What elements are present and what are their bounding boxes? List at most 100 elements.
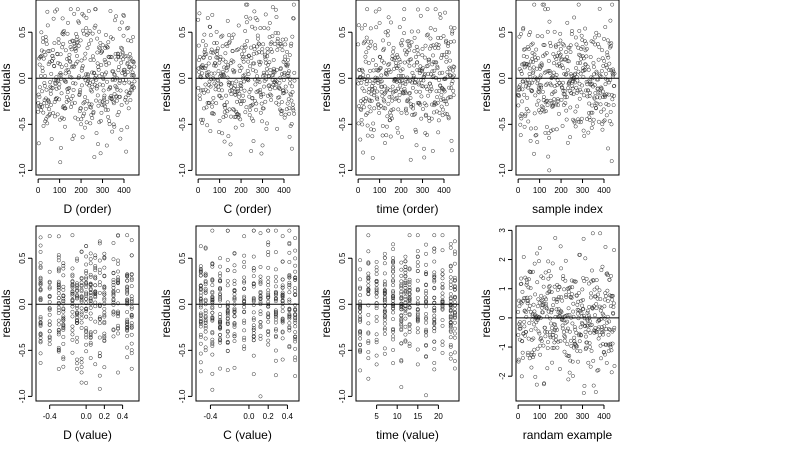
data-point bbox=[568, 358, 573, 363]
data-point bbox=[580, 38, 585, 43]
data-point bbox=[287, 321, 292, 326]
data-point bbox=[93, 329, 98, 334]
data-point bbox=[88, 272, 93, 277]
data-point bbox=[79, 117, 84, 122]
data-point bbox=[427, 57, 432, 62]
data-point bbox=[382, 308, 387, 312]
data-point bbox=[519, 112, 524, 116]
data-point bbox=[399, 385, 404, 390]
data-point bbox=[113, 18, 117, 23]
data-point bbox=[448, 328, 453, 333]
x-tick-label: 10 bbox=[393, 412, 402, 421]
data-point bbox=[93, 295, 98, 300]
data-point bbox=[428, 89, 433, 94]
data-point bbox=[369, 98, 374, 103]
data-point bbox=[70, 233, 75, 238]
data-point bbox=[66, 20, 70, 25]
data-point bbox=[106, 40, 111, 45]
data-point bbox=[129, 39, 134, 44]
data-point bbox=[287, 228, 292, 233]
data-point bbox=[549, 128, 553, 133]
data-point bbox=[61, 266, 66, 271]
data-point bbox=[88, 342, 93, 347]
data-point bbox=[228, 152, 233, 157]
data-point bbox=[116, 309, 120, 314]
data-point bbox=[242, 298, 247, 303]
data-point bbox=[242, 253, 247, 258]
data-point bbox=[121, 33, 126, 38]
data-point bbox=[546, 259, 551, 264]
x-axis-title: randam example bbox=[523, 428, 613, 442]
data-point bbox=[124, 89, 129, 94]
data-point bbox=[97, 373, 102, 378]
data-point bbox=[119, 127, 124, 132]
data-point bbox=[129, 304, 134, 309]
data-point bbox=[366, 356, 371, 361]
data-point bbox=[521, 26, 526, 31]
data-point bbox=[239, 86, 244, 91]
data-point bbox=[61, 298, 66, 303]
data-point bbox=[266, 26, 271, 31]
plot-frame bbox=[515, 0, 620, 176]
data-point bbox=[254, 107, 259, 112]
data-point bbox=[551, 330, 556, 335]
data-point bbox=[556, 295, 561, 300]
data-point bbox=[237, 91, 242, 96]
data-point bbox=[84, 244, 89, 248]
data-point bbox=[602, 95, 607, 100]
data-point bbox=[425, 64, 430, 68]
data-point bbox=[232, 289, 237, 293]
data-point bbox=[539, 339, 544, 344]
data-point bbox=[440, 301, 445, 306]
data-point bbox=[580, 44, 585, 49]
data-point bbox=[403, 90, 408, 95]
data-point bbox=[95, 93, 100, 98]
data-point bbox=[283, 37, 288, 42]
data-point bbox=[441, 34, 446, 39]
data-point bbox=[220, 131, 225, 136]
data-point bbox=[61, 116, 66, 121]
data-point bbox=[553, 334, 558, 339]
data-point bbox=[218, 279, 223, 284]
data-point bbox=[440, 299, 445, 304]
data-point bbox=[63, 106, 68, 111]
data-point bbox=[93, 23, 98, 28]
data-point bbox=[578, 252, 582, 257]
data-point bbox=[407, 288, 412, 293]
data-point bbox=[548, 335, 553, 340]
data-point bbox=[424, 320, 428, 325]
data-point bbox=[530, 313, 535, 318]
data-point bbox=[203, 314, 208, 319]
data-point bbox=[539, 61, 544, 66]
data-point bbox=[391, 288, 396, 293]
data-point bbox=[120, 50, 125, 54]
data-point bbox=[380, 58, 384, 63]
data-point bbox=[547, 333, 552, 338]
data-point bbox=[198, 332, 203, 337]
y-tick-label: -1.0 bbox=[338, 389, 347, 403]
data-point bbox=[70, 304, 75, 309]
data-point bbox=[61, 355, 66, 360]
data-point bbox=[541, 276, 546, 281]
data-point bbox=[56, 40, 61, 45]
data-point bbox=[418, 13, 423, 18]
data-point bbox=[596, 292, 600, 297]
y-tick-label: 0.0 bbox=[498, 72, 507, 84]
data-point bbox=[90, 70, 94, 75]
data-point bbox=[543, 301, 548, 306]
data-point bbox=[374, 314, 379, 319]
data-point bbox=[582, 314, 586, 318]
data-point bbox=[448, 309, 453, 314]
data-point bbox=[258, 110, 263, 115]
data-point bbox=[577, 333, 582, 338]
data-point bbox=[544, 83, 548, 87]
data-point bbox=[365, 133, 370, 138]
data-point bbox=[75, 59, 80, 64]
data-point bbox=[407, 91, 412, 96]
data-point bbox=[116, 261, 120, 266]
data-point bbox=[590, 268, 594, 273]
data-point bbox=[61, 296, 66, 301]
data-point bbox=[49, 85, 54, 90]
data-point bbox=[407, 297, 412, 302]
data-point bbox=[384, 68, 389, 73]
